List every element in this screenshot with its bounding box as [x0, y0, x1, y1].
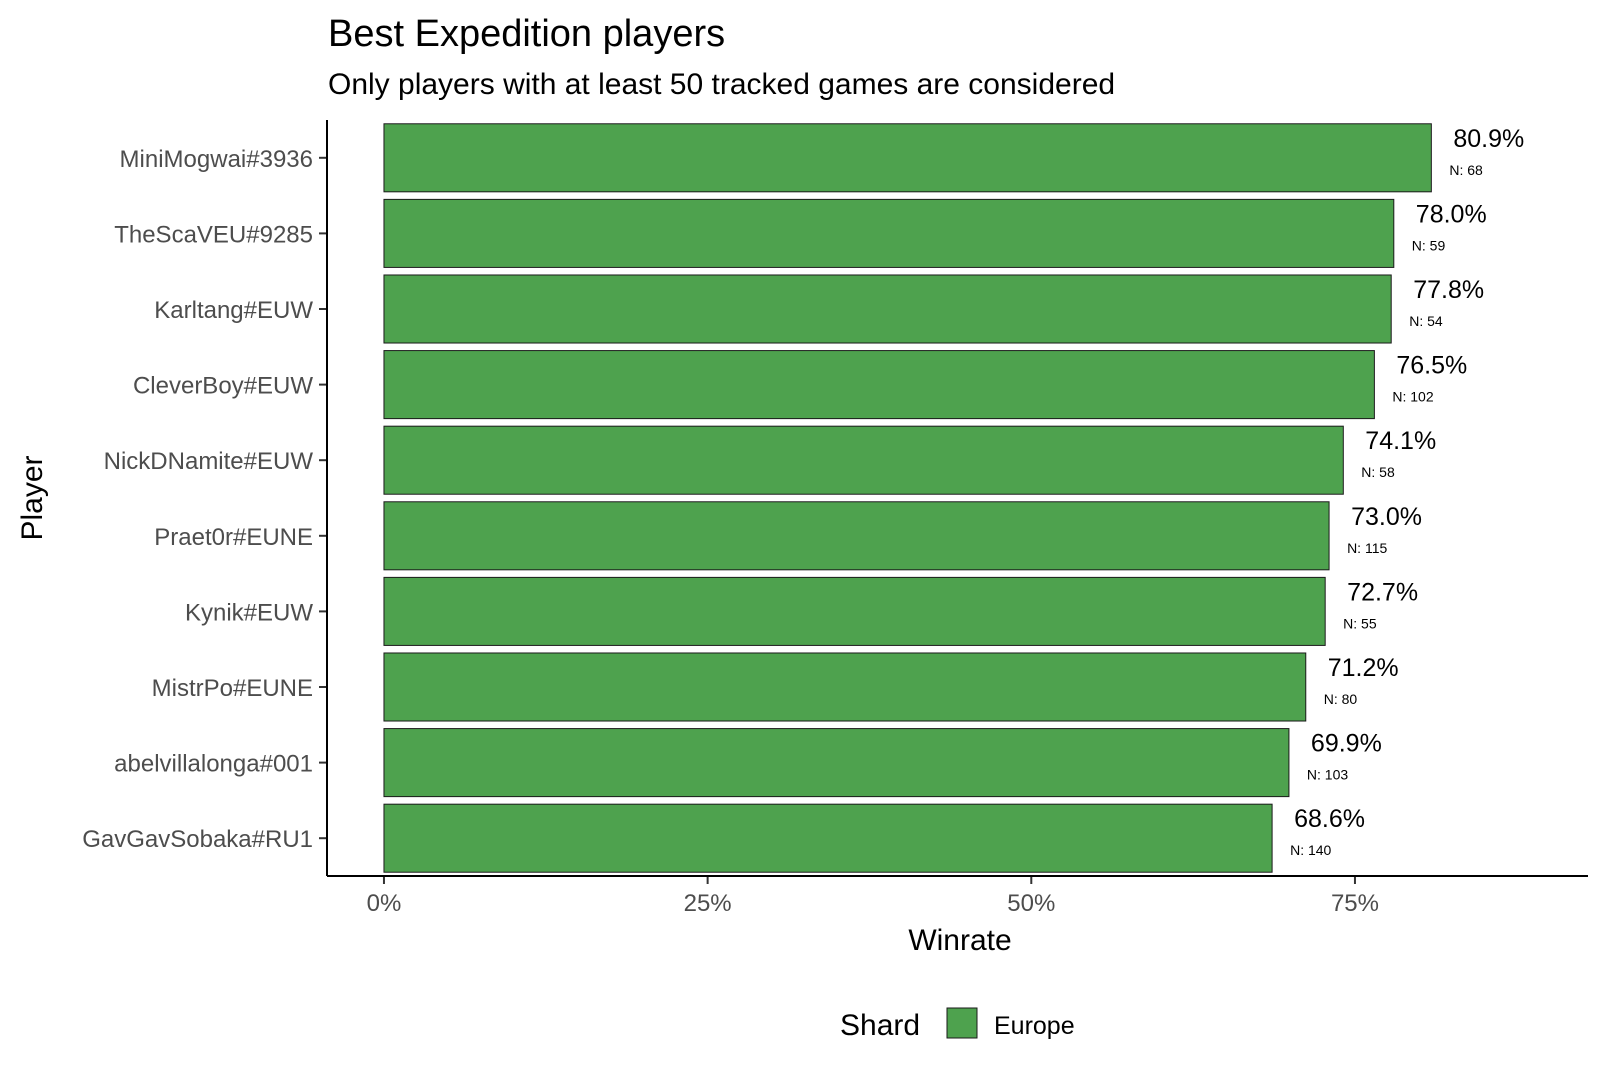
bar-value-label: 77.8%	[1413, 276, 1484, 304]
bar-games-label: N: 54	[1409, 313, 1443, 329]
chart-subtitle: Only players with at least 50 tracked ga…	[328, 68, 1115, 101]
bar-labels-group: 80.9% N: 68 78.0% N: 59 77.8% N: 54 76.5% N: 10…	[1290, 125, 1524, 858]
y-ticks-group: MiniMogwai#3936 TheScaVEU#9285 Karltang#EU…	[82, 146, 327, 853]
y-tick-label: GavGavSobaka#RU1	[82, 826, 313, 853]
bar-4	[383, 425, 1344, 495]
chart-title: Best Expedition players	[328, 13, 725, 55]
y-tick-label: abelvillalonga#001	[114, 751, 313, 778]
bar-games-label: N: 58	[1361, 464, 1395, 480]
bar-9	[383, 803, 1273, 873]
bar-1	[383, 198, 1395, 268]
x-tick-label: 0%	[367, 890, 402, 917]
bar-value-label: 69.9%	[1311, 730, 1382, 758]
bars-group	[383, 123, 1432, 873]
x-ticks-group: 0% 25% 50% 75%	[367, 876, 1379, 917]
bar-games-label: N: 115	[1347, 540, 1387, 556]
bar-value-label: 72.7%	[1347, 578, 1418, 606]
y-axis-title: Player	[16, 455, 49, 540]
legend-title: Shard	[840, 1009, 920, 1042]
bar-games-label: N: 55	[1343, 615, 1377, 631]
bar-2	[383, 274, 1392, 344]
bar-games-label: N: 103	[1307, 767, 1348, 783]
bar-games-label: N: 68	[1449, 162, 1483, 178]
bar-games-label: N: 102	[1392, 389, 1433, 405]
y-tick-label: MiniMogwai#3936	[120, 146, 313, 173]
legend-label-europe: Europe	[994, 1012, 1075, 1040]
bar-7	[383, 652, 1307, 722]
bar-0	[383, 123, 1432, 193]
y-tick-label: Karltang#EUW	[154, 297, 313, 324]
legend-swatch-europe	[946, 1007, 978, 1039]
x-tick-label: 50%	[1007, 890, 1055, 917]
bar-value-label: 78.0%	[1416, 200, 1487, 228]
x-tick-label: 75%	[1331, 890, 1379, 917]
bar-games-label: N: 80	[1324, 691, 1358, 707]
x-tick-label: 25%	[684, 890, 732, 917]
bar-value-label: 71.2%	[1328, 654, 1399, 682]
bar-value-label: 68.6%	[1294, 805, 1365, 833]
bar-value-label: 74.1%	[1365, 427, 1436, 455]
bar-games-label: N: 59	[1412, 237, 1446, 253]
bar-value-label: 80.9%	[1453, 125, 1524, 153]
y-tick-label: TheScaVEU#9285	[114, 221, 313, 248]
bar-3	[383, 350, 1375, 420]
y-tick-label: CleverBoy#EUW	[133, 373, 313, 400]
bar-value-label: 73.0%	[1351, 503, 1422, 531]
y-tick-label: Kynik#EUW	[185, 599, 313, 626]
bar-value-label: 76.5%	[1396, 352, 1467, 380]
bar-8	[383, 728, 1290, 798]
bar-6	[383, 576, 1326, 646]
y-tick-label: Praet0r#EUNE	[154, 524, 313, 551]
legend: Shard Europe	[840, 1007, 1075, 1042]
bar-games-label: N: 140	[1290, 842, 1331, 858]
x-axis-title: Winrate	[908, 924, 1011, 957]
y-tick-label: MistrPo#EUNE	[152, 675, 313, 702]
bar-5	[383, 501, 1330, 571]
y-tick-label: NickDNamite#EUW	[104, 448, 314, 475]
